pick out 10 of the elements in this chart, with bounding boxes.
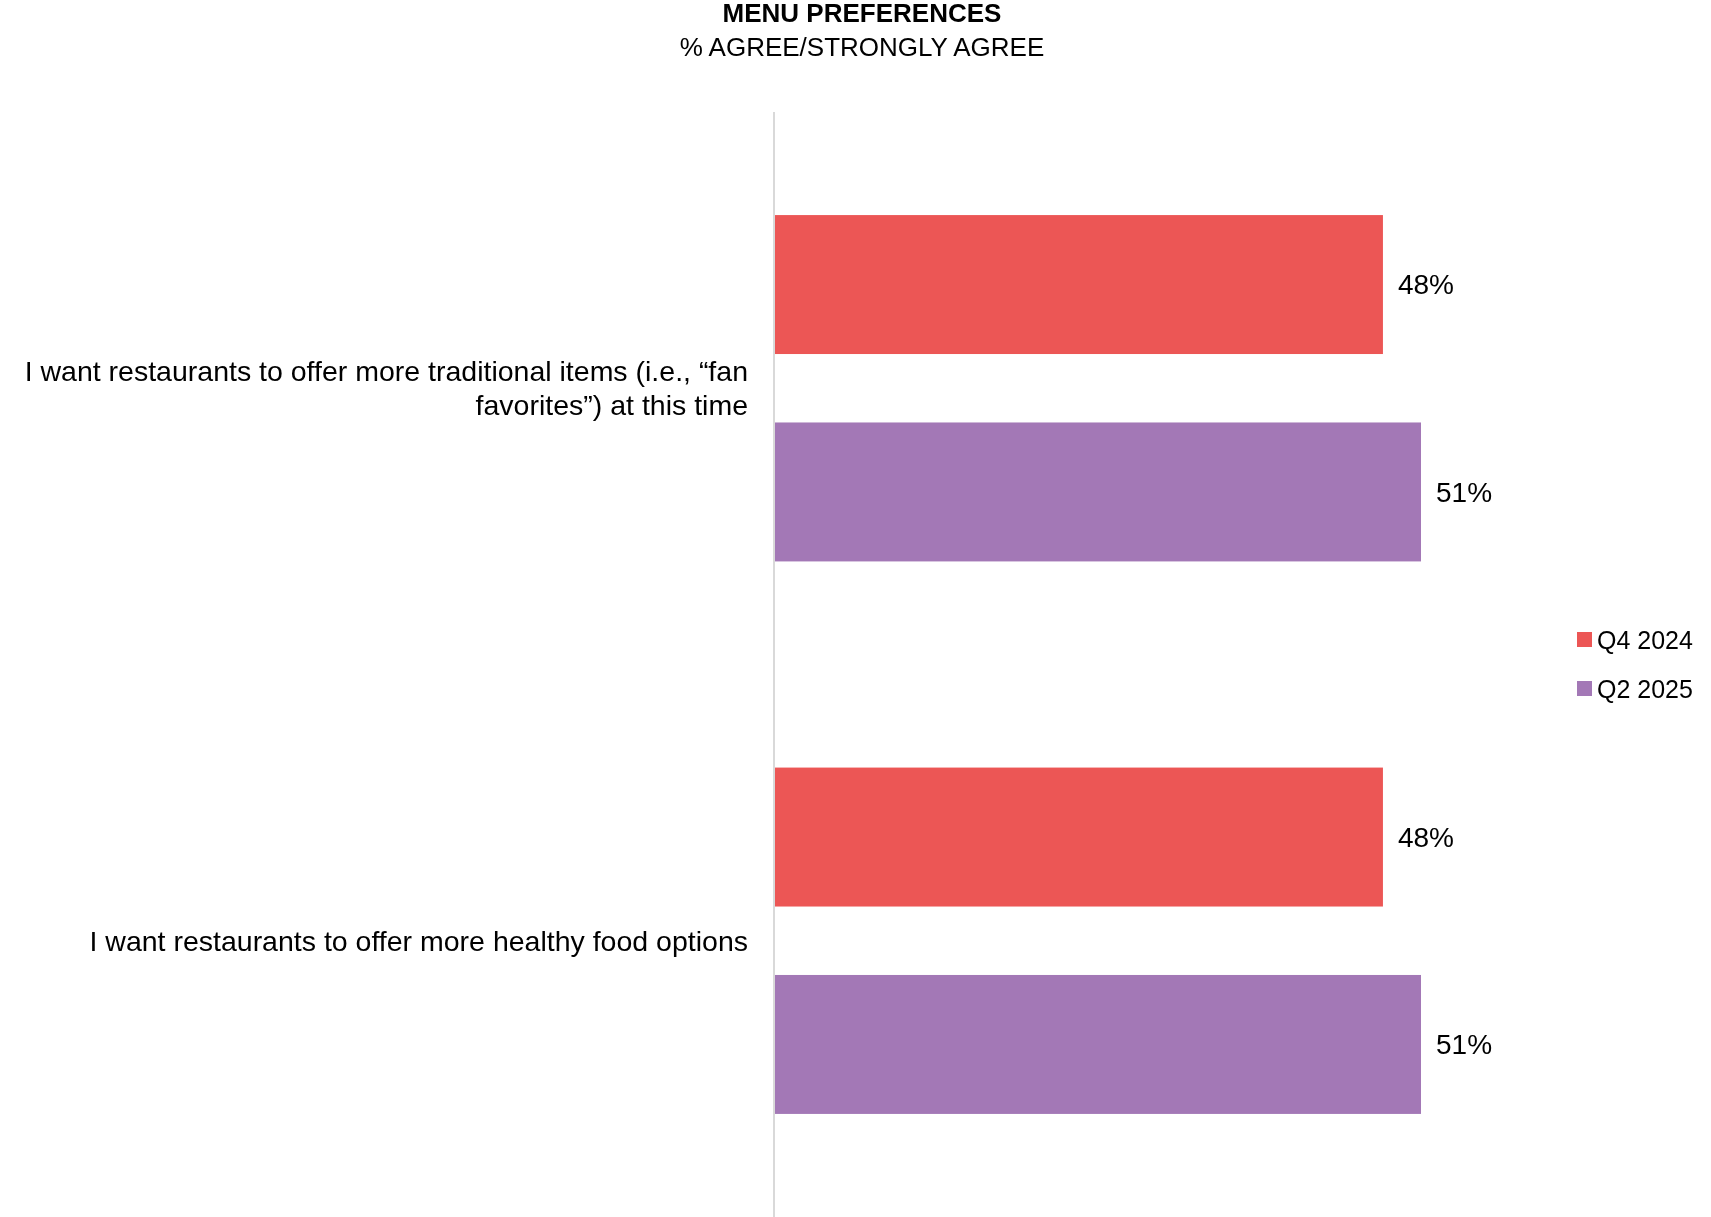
- chart-title: MENU PREFERENCES: [722, 0, 1002, 28]
- data-label: 51%: [1436, 1029, 1493, 1061]
- y-tick-label: I want restaurants to offer more healthy food options: [89, 924, 748, 957]
- legend-label: Q4 2024: [1597, 625, 1694, 654]
- y-tick-label: I want restaurants to offer more traditional items (i.e., “fan favorites”) at this time: [24, 355, 748, 422]
- data-label: 51%: [1436, 476, 1493, 508]
- chart-subtitle: % AGREE/STRONGLY AGREE: [679, 32, 1045, 62]
- data-label: 48%: [1397, 821, 1454, 853]
- data-label: 48%: [1397, 269, 1454, 301]
- legend-label: Q2 2025: [1597, 674, 1693, 703]
